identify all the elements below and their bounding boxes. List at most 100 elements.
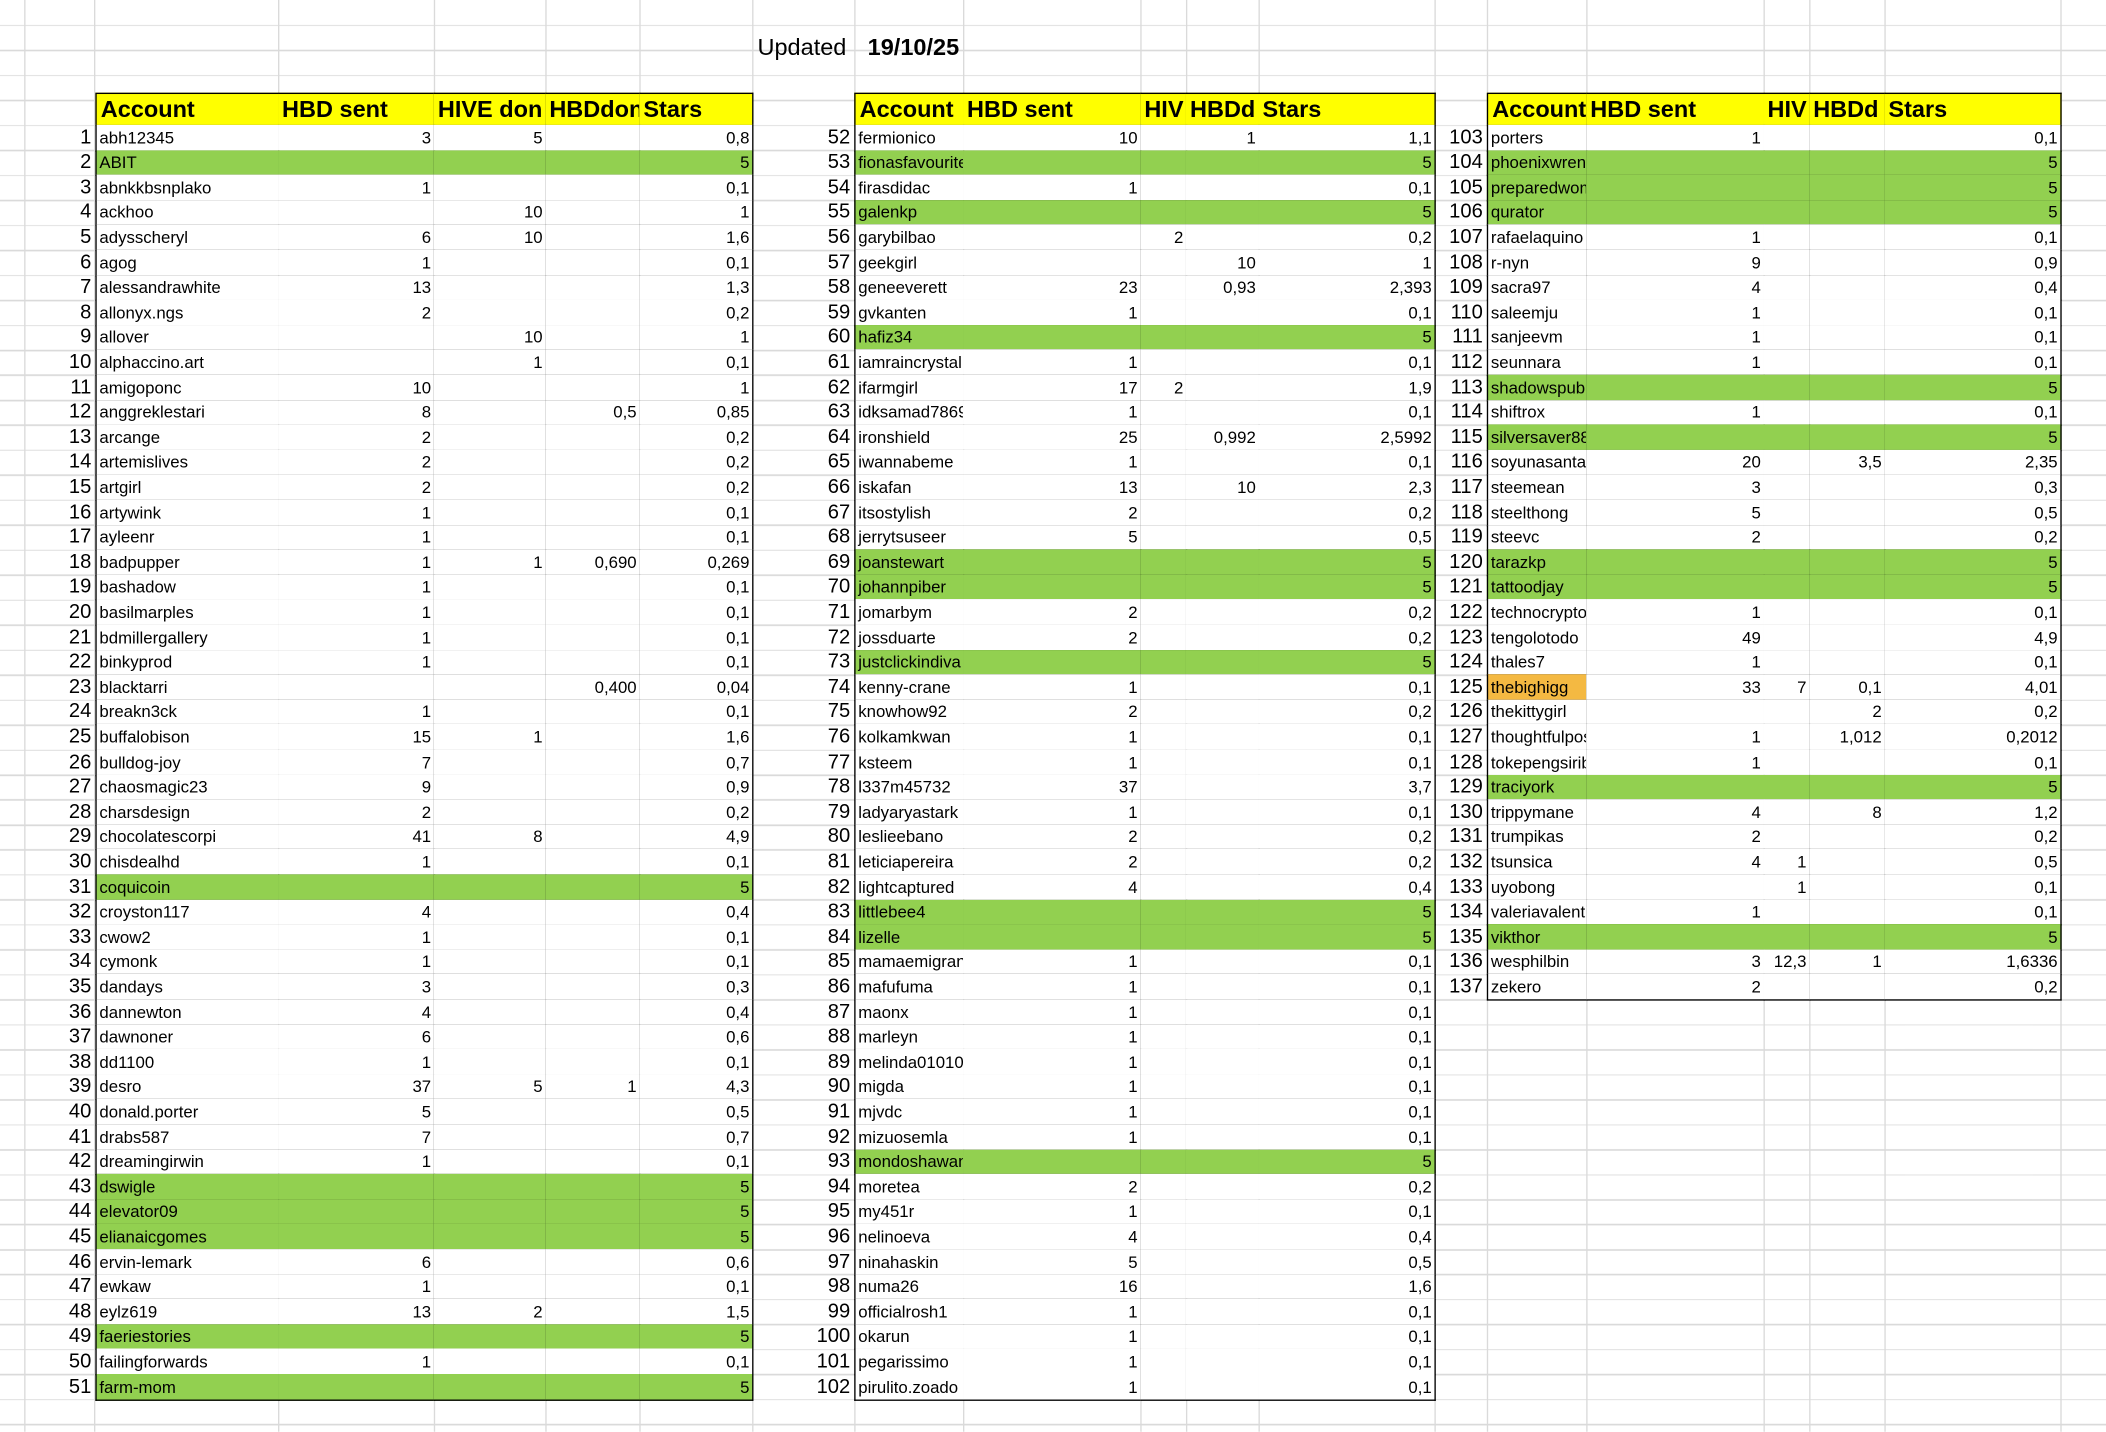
account-cell: leslieebano <box>854 824 965 851</box>
hbd-sent-cell: 1 <box>278 649 436 676</box>
hive-cell: 1 <box>1763 849 1811 876</box>
hbd-sent-cell: 1 <box>1586 324 1765 352</box>
stars-cell: 0,8 <box>639 124 754 152</box>
stars-cell: 0,1 <box>639 949 754 976</box>
account-cell: mizuosemla <box>854 1124 965 1151</box>
account-cell: chaosmagic23 <box>95 774 280 801</box>
hive-cell <box>1763 574 1811 601</box>
stars-cell: 0,2 <box>1884 974 2062 1001</box>
stars-cell: 1,9 <box>1258 374 1436 402</box>
row-number: 68 <box>827 525 851 549</box>
stars-cell: 5 <box>639 1374 754 1401</box>
row-number: 120 <box>1449 550 1483 574</box>
row-number: 106 <box>1449 200 1483 224</box>
hbd-donated-cell <box>545 149 641 177</box>
hbd-sent-cell: 4 <box>963 874 1142 901</box>
row-number: 4 <box>80 200 92 224</box>
stars-cell: 0,1 <box>1258 1099 1436 1126</box>
hive-cell <box>433 999 547 1026</box>
stars-cell: 0,1 <box>1258 1049 1436 1076</box>
row-number: 121 <box>1449 575 1483 599</box>
hbd-sent-cell: 2 <box>963 499 1142 526</box>
row-number: 110 <box>1450 300 1483 324</box>
hive-cell <box>1763 899 1811 926</box>
stars-cell: 0,1 <box>1258 349 1436 377</box>
stars-cell: 0,1 <box>639 349 754 377</box>
account-cell: maonx <box>854 999 965 1026</box>
account-cell: anggreklestari <box>95 399 280 427</box>
hbd-sent-cell: 1 <box>1586 224 1765 252</box>
stars-cell: 4,3 <box>639 1074 754 1101</box>
hbd-donated-cell <box>1185 1249 1260 1276</box>
row-number: 21 <box>68 625 92 649</box>
hbd-donated-cell <box>545 1174 641 1201</box>
hive-cell <box>1140 1349 1188 1376</box>
hbd-sent-cell: 1 <box>963 1124 1142 1151</box>
hbd-donated-cell <box>1185 1349 1260 1376</box>
hive-cell <box>1140 649 1188 676</box>
hbd-sent-cell <box>278 324 436 352</box>
stars-cell: 2,5992 <box>1258 424 1436 451</box>
hive-cell <box>433 974 547 1001</box>
stars-cell: 1 <box>639 199 754 227</box>
account-cell: ABIT <box>95 149 280 177</box>
stars-cell: 0,2012 <box>1884 724 2062 751</box>
row-number: 82 <box>827 875 851 898</box>
stars-cell: 0,1 <box>1884 649 2062 676</box>
hive-cell <box>433 1099 547 1126</box>
hive-cell <box>433 1149 547 1176</box>
hive-cell <box>1140 599 1188 626</box>
stars-cell: 0,1 <box>1258 449 1436 476</box>
row-number: 70 <box>827 575 851 599</box>
stars-cell: 5 <box>1258 924 1436 951</box>
stars-cell: 0,2 <box>639 449 754 476</box>
account-cell: jomarbym <box>854 599 965 626</box>
stars-cell: 0,1 <box>1258 174 1436 202</box>
account-cell: iamraincrystal <box>854 349 965 377</box>
hbd-donated-cell <box>1185 999 1260 1026</box>
account-cell: johannpiber <box>854 574 965 601</box>
stars-cell: 0,1 <box>1258 674 1436 701</box>
account-cell: shiftrox <box>1486 399 1588 427</box>
hbd-sent-cell: 3 <box>278 124 436 152</box>
stars-cell: 1,6 <box>639 724 754 751</box>
hive-cell <box>1140 124 1188 152</box>
row-number: 96 <box>827 1224 851 1248</box>
hbd-donated-cell <box>1185 499 1260 526</box>
account-cell: vikthor <box>1486 924 1588 951</box>
row-number: 59 <box>827 300 851 324</box>
stars-cell: 0,1 <box>639 1349 754 1376</box>
stars-cell: 5 <box>639 1224 754 1251</box>
hbd-donated-cell <box>1185 1149 1260 1176</box>
account-cell: kenny-crane <box>854 674 965 701</box>
hbd-sent-cell <box>963 324 1142 352</box>
row-number: 32 <box>68 900 92 923</box>
row-number: 33 <box>68 924 92 948</box>
account-cell: wesphilbin <box>1486 949 1588 976</box>
account-cell: garybilbao <box>854 224 965 252</box>
column-header: Stars <box>1258 92 1436 127</box>
stars-cell: 0,1 <box>1258 1349 1436 1376</box>
stars-cell: 0,1 <box>639 1049 754 1076</box>
hive-cell <box>1763 299 1811 327</box>
account-cell: nelinoeva <box>854 1224 965 1251</box>
stars-cell: 0,4 <box>639 899 754 926</box>
hbd-donated-cell: 8 <box>1809 799 1886 826</box>
account-cell: badpupper <box>95 549 280 576</box>
account-cell: mafufuma <box>854 974 965 1001</box>
stars-cell: 0,1 <box>1258 399 1436 427</box>
hbd-sent-cell: 1 <box>1586 599 1765 626</box>
hbd-sent-cell <box>963 249 1142 277</box>
column-header: Account <box>854 92 965 127</box>
account-cell: blacktarri <box>95 674 280 701</box>
row-number: 75 <box>827 700 851 723</box>
hbd-sent-cell: 1 <box>963 799 1142 826</box>
hbd-sent-cell: 1 <box>1586 299 1765 327</box>
account-cell: elianaicgomes <box>95 1224 280 1251</box>
account-cell: knowhow92 <box>854 699 965 726</box>
hive-cell <box>1763 149 1811 177</box>
row-number: 51 <box>68 1374 92 1398</box>
stars-cell: 0,7 <box>639 1124 754 1151</box>
hive-cell <box>433 174 547 202</box>
hbd-donated-cell <box>1185 849 1260 876</box>
